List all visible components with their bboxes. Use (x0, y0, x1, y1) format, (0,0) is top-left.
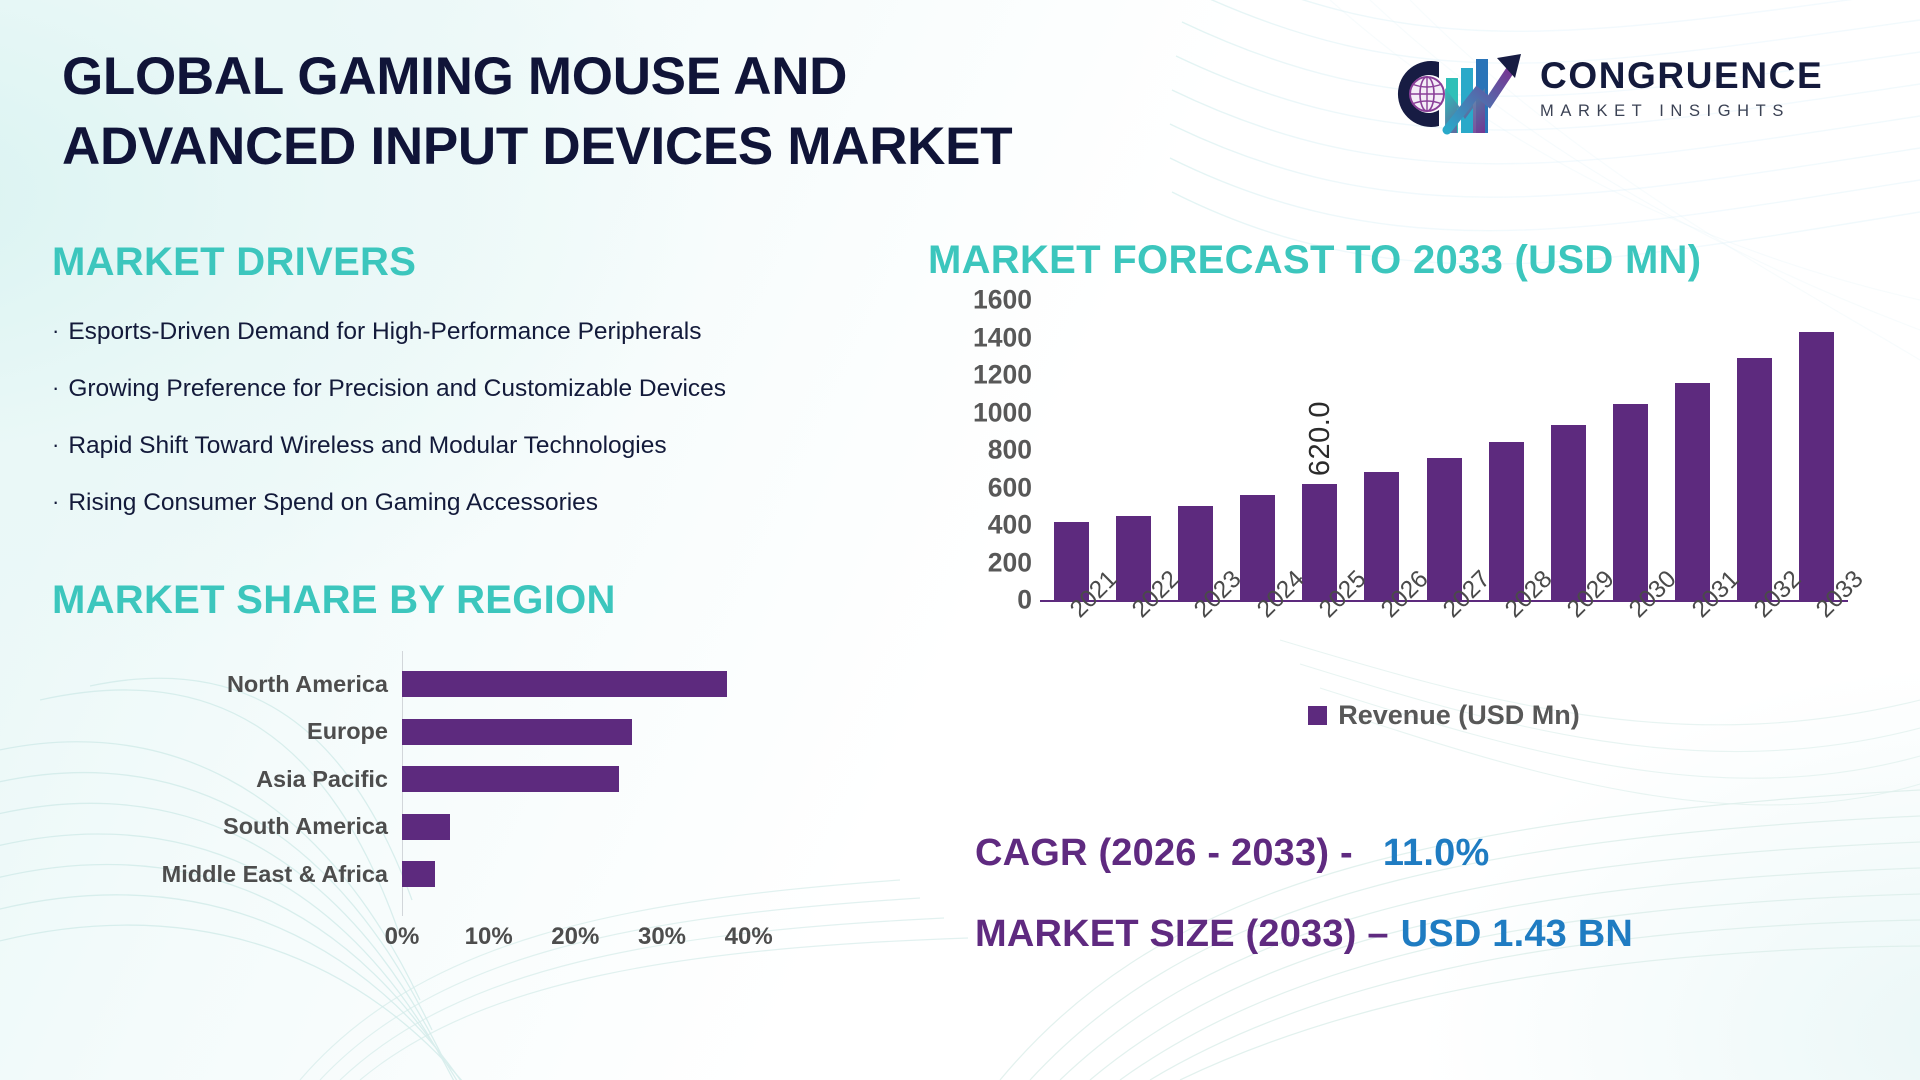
logo-mark-cm-monogram (1397, 54, 1521, 135)
forecast-bar (1799, 331, 1835, 600)
region-x-tick: 0% (384, 923, 420, 950)
page-title: GLOBAL GAMING MOUSE AND ADVANCED INPUT D… (62, 47, 1013, 177)
logo-brand-name: CONGRUENCE (1540, 55, 1824, 96)
region-row: South America (52, 804, 792, 850)
forecast-bar (1115, 515, 1151, 600)
market-share-heading: MARKET SHARE BY REGION (52, 578, 616, 622)
forecast-bar (1053, 522, 1089, 600)
forecast-bar (1737, 358, 1773, 600)
bullet-icon: · (52, 431, 60, 457)
forecast-baseline (1040, 600, 1848, 602)
logo-tagline: MARKET INSIGHTS (1540, 102, 1790, 120)
market-driver-item: · Growing Preference for Precision and Cu… (52, 374, 726, 403)
market-driver-label: Esports-Driven Demand for High-Performan… (68, 318, 702, 345)
market-size-value: USD 1.43 BN (1400, 913, 1634, 955)
forecast-y-tick: 200 (987, 547, 1032, 577)
forecast-x-axis-labels: 2021 2022 2023 2024 2025 2026 2027 2028 2029 2030… (1040, 565, 1868, 694)
forecast-bar (1240, 495, 1276, 600)
market-drivers-list: · Esports-Driven Demand for High-Performa… (52, 317, 726, 517)
bullet-icon: · (52, 318, 60, 343)
forecast-bar (1488, 441, 1524, 600)
market-driver-label: Growing Preference for Precision and Cus… (68, 374, 727, 402)
market-share-by-region-section: MARKET SHARE BY REGION North America Euro… (52, 578, 812, 955)
region-x-axis-ticks: 0% 10% 20% 30% 40% (385, 923, 792, 963)
region-bar-track (402, 661, 792, 707)
bullet-icon: · (52, 374, 60, 400)
region-x-tick: 20% (551, 923, 600, 950)
region-x-tick: 10% (464, 923, 513, 950)
forecast-bar (1675, 383, 1711, 600)
market-drivers-section: MARKET DRIVERS · Esports-Driven Demand fo… (52, 240, 726, 545)
brand-logo[interactable]: CONGRUENCE MARKET INSIGHTS (1385, 48, 1885, 140)
legend-label: Revenue (USD Mn) (1338, 700, 1580, 730)
region-row: Middle East & Africa (52, 851, 792, 897)
bullet-icon: · (52, 488, 60, 514)
region-bar (402, 671, 727, 697)
region-bar-track (402, 804, 792, 850)
region-bar-track (402, 756, 792, 802)
forecast-bar (1177, 506, 1213, 600)
region-x-tick: 30% (637, 923, 687, 950)
forecast-plot-area: 620.0 (1040, 300, 1848, 600)
market-driver-item: · Rising Consumer Spend on Gaming Accesso… (52, 488, 726, 517)
region-bar (402, 813, 450, 840)
market-forecast-heading: MARKET FORECAST TO 2033 (USD MN) (928, 238, 1702, 282)
market-drivers-heading: MARKET DRIVERS (52, 240, 417, 284)
region-label: South America (223, 813, 388, 839)
forecast-data-label: 620.0 (1303, 400, 1336, 476)
region-bar-track (402, 709, 792, 755)
cagr-value: 11.0% (1382, 832, 1490, 874)
forecast-y-tick: 800 (987, 434, 1032, 465)
forecast-bar (1302, 483, 1338, 600)
region-label: Middle East & Africa (161, 860, 388, 887)
forecast-y-tick: 0 (1017, 584, 1032, 615)
market-driver-label: Rapid Shift Toward Wireless and Modular … (68, 431, 667, 459)
forecast-y-tick: 400 (987, 509, 1032, 540)
market-driver-item: · Rapid Shift Toward Wireless and Modular… (52, 431, 726, 460)
region-x-tick: 40% (724, 923, 773, 950)
market-driver-item: · Esports-Driven Demand for High-Performa… (52, 317, 726, 346)
key-stats: CAGR (2026 - 2033) - 11.0% MARKET SIZE (… (975, 832, 1633, 956)
region-bar (402, 861, 435, 887)
stat-cagr: CAGR (2026 - 2033) - 11.0% (975, 832, 1633, 875)
region-label: North America (226, 670, 388, 697)
region-bar-track (402, 851, 792, 897)
region-bar (402, 718, 632, 745)
legend-swatch-icon (1308, 706, 1328, 725)
header: GLOBAL GAMING MOUSE AND ADVANCED INPUT D… (0, 0, 1920, 215)
forecast-bar (1426, 457, 1462, 600)
region-label: Asia Pacific (256, 765, 388, 792)
market-forecast-bar-chart: 0 200 400 600 800 1000 1200 1400 1600 620.0 2021… (928, 285, 1869, 731)
market-size-label: MARKET SIZE (2033) – (975, 913, 1389, 955)
forecast-y-axis: 0 200 400 600 800 1000 1200 1400 1600 (928, 285, 1040, 615)
forecast-y-tick: 600 (987, 472, 1032, 502)
forecast-y-tick: 1600 (973, 284, 1032, 315)
forecast-bar (1550, 424, 1586, 600)
logo-text-block: CONGRUENCE MARKET INSIGHTS (1540, 57, 1823, 121)
region-row: North America (52, 661, 792, 707)
forecast-bar (1364, 471, 1400, 600)
forecast-y-tick: 1000 (973, 397, 1032, 427)
market-driver-label: Rising Consumer Spend on Gaming Accessor… (68, 488, 599, 516)
growth-arrow-icon (1442, 54, 1521, 135)
region-row: Asia Pacific (52, 756, 792, 802)
forecast-legend: Revenue (USD Mn) (1040, 700, 1848, 731)
region-share-bar-chart: North America Europe Asia Pacific South Ame… (52, 651, 812, 955)
globe-icon (1409, 76, 1445, 112)
region-bar (402, 766, 619, 792)
stat-market-size: MARKET SIZE (2033) – USD 1.43 BN (975, 913, 1633, 956)
region-label: Europe (307, 718, 388, 744)
forecast-bar (1612, 404, 1648, 600)
cagr-label: CAGR (2026 - 2033) - (975, 832, 1353, 874)
region-row: Europe (52, 709, 792, 755)
forecast-y-tick: 1400 (973, 322, 1032, 352)
forecast-y-tick: 1200 (973, 359, 1032, 390)
